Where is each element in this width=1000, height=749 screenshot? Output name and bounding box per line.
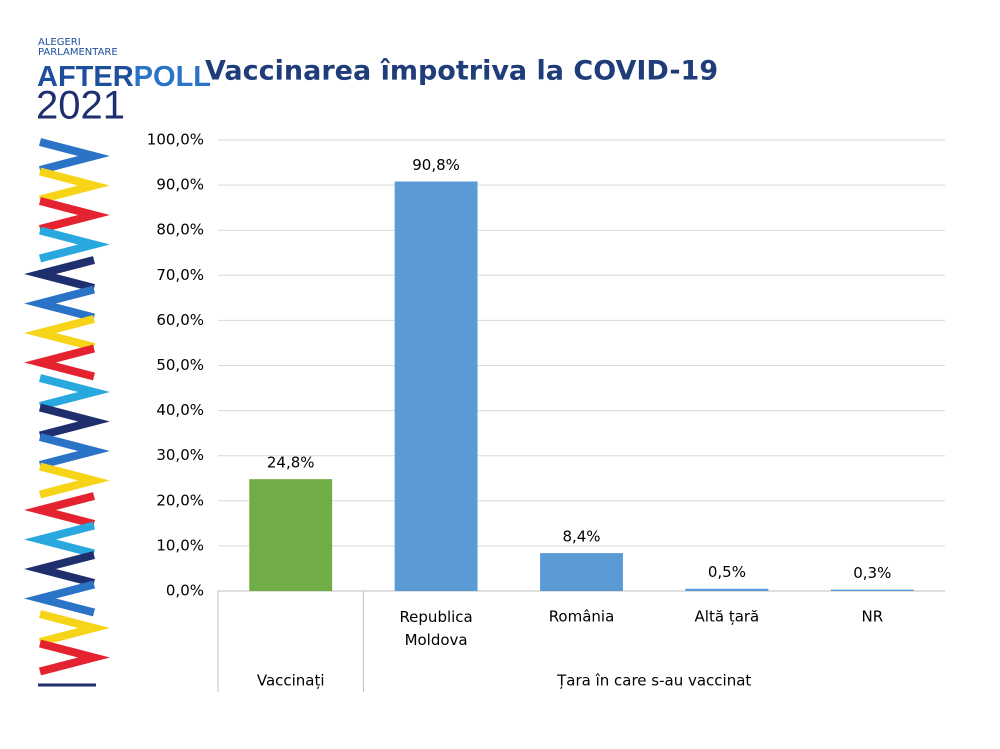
chart-title: Vaccinarea împotriva la COVID-19 xyxy=(205,56,718,87)
chevron xyxy=(24,551,96,587)
bar xyxy=(249,479,333,591)
group-label: Țara în care s-au vaccinat xyxy=(556,672,751,690)
y-tick-label: 0,0% xyxy=(166,582,204,600)
y-tick-label: 40,0% xyxy=(156,401,204,419)
bar xyxy=(685,588,769,591)
chevron xyxy=(24,521,96,558)
chevron xyxy=(38,226,110,263)
value-label: 0,5% xyxy=(708,563,746,581)
chevron xyxy=(24,256,96,292)
chevron xyxy=(24,315,96,351)
bar xyxy=(830,589,914,591)
bar xyxy=(394,181,478,591)
x-tick-label: România xyxy=(549,608,615,626)
chevron xyxy=(38,167,110,204)
y-tick-label: 50,0% xyxy=(156,356,204,374)
x-tick-label: Republica Moldova xyxy=(399,608,472,649)
value-label: 8,4% xyxy=(562,528,600,546)
chevron xyxy=(24,285,96,322)
y-tick-label: 10,0% xyxy=(156,536,204,554)
chevron xyxy=(38,610,110,646)
logo-text: AFTERPOLL xyxy=(37,61,211,93)
logo-poll: POLL xyxy=(134,61,211,93)
logo-text: PARLAMENTARE xyxy=(38,47,118,58)
chevron xyxy=(38,462,110,499)
logo-after: AFTER xyxy=(37,61,134,93)
chevron xyxy=(38,433,110,469)
chevron xyxy=(38,374,110,410)
chevron xyxy=(38,403,110,440)
chevron xyxy=(38,197,110,233)
chevron xyxy=(24,492,96,528)
y-tick-label: 70,0% xyxy=(156,266,204,284)
y-tick-label: 100,0% xyxy=(147,131,204,149)
chevron xyxy=(24,580,96,617)
y-tick-label: 90,0% xyxy=(156,176,204,194)
group-label: Vaccinați xyxy=(257,672,325,690)
chevron xyxy=(24,344,96,381)
logo-year: 2021 xyxy=(36,84,125,128)
y-tick-label: 20,0% xyxy=(156,491,204,509)
y-tick-label: 80,0% xyxy=(156,221,204,239)
y-tick-label: 60,0% xyxy=(156,311,204,329)
y-tick-label: 30,0% xyxy=(156,446,204,464)
value-label: 0,3% xyxy=(853,564,891,582)
bar xyxy=(540,553,623,591)
chevron xyxy=(38,639,110,676)
x-tick-label: NR xyxy=(861,608,883,626)
logo: ALEGERI PARLAMENTARE AFTERPOLL 2021 xyxy=(24,37,211,687)
logo-text: ALEGERI xyxy=(38,37,81,48)
x-tick-label: Altă țară xyxy=(695,608,760,626)
value-label: 90,8% xyxy=(412,156,460,174)
value-label: 24,8% xyxy=(267,454,315,472)
chevron xyxy=(38,138,110,174)
